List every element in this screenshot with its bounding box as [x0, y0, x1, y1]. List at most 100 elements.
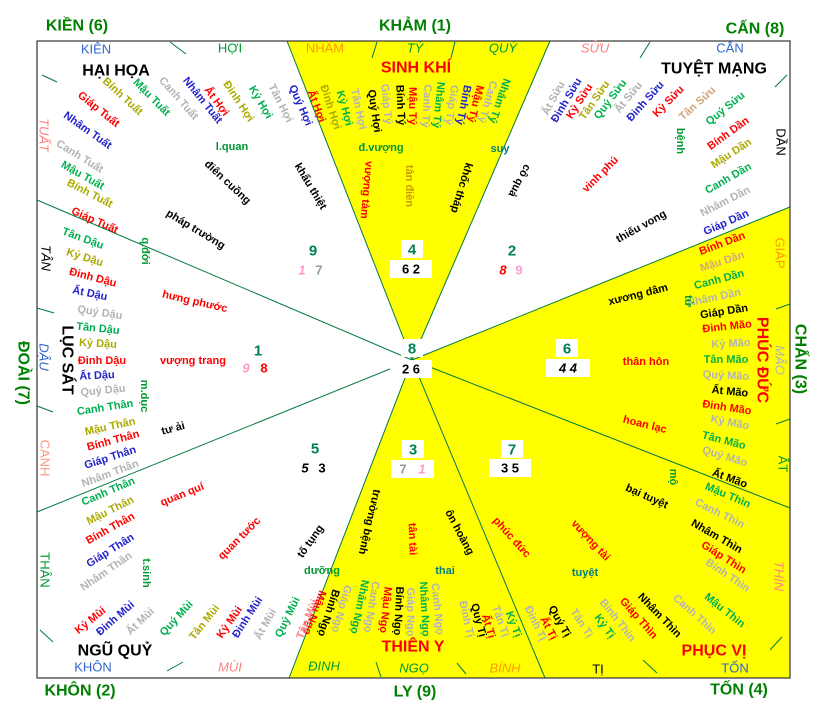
sector-number-big: 3 [409, 441, 417, 458]
ring-tick [775, 418, 791, 425]
star-label: vượng tàm [358, 161, 375, 220]
ring-tick [456, 662, 467, 675]
sector-number-small: 2 6 [402, 362, 420, 377]
sector-number-small: 9 [515, 263, 522, 278]
sector-boundary-line [36, 359, 413, 513]
ring-label: TỊ [592, 662, 604, 677]
yellow-sector-sinh-khi [287, 41, 550, 360]
chart-border [36, 40, 791, 679]
star-label: đ.vượng [358, 142, 403, 154]
star-label: m.dục [138, 380, 150, 412]
jiazi-label-ty-left: Mậu Tý [406, 87, 418, 126]
ring-label: HỢI [218, 41, 242, 56]
jiazi-label-ngo: Canh Ngọ [428, 583, 445, 636]
outer-trigram-label: LY (9) [394, 684, 437, 701]
sector-boundary-line [286, 40, 413, 361]
ring-label: TÂN [38, 245, 53, 272]
sector-number-small: 3 [318, 461, 325, 476]
ring-label: TÝ [407, 41, 425, 56]
ring-label: SỬU [581, 41, 610, 56]
ring-label: BÍNH [489, 661, 521, 676]
sector-number-small: 3 5 [501, 461, 519, 476]
ring-tick [639, 41, 651, 59]
jiazi-label-ngo: Nhâm Ngọ [417, 581, 432, 637]
ring-label: MÙI [218, 660, 242, 675]
ring-label: THÂN [37, 552, 52, 587]
ring-label: NGỌ [399, 661, 429, 676]
ring-label: THÌN [771, 561, 786, 592]
star-label: dưỡng [304, 565, 340, 577]
sector-number-big: 2 [508, 242, 516, 259]
star-label: tử [682, 295, 694, 307]
jiazi-label-ngo: Giáp Ngọ [404, 588, 416, 637]
number-backing-box [501, 440, 523, 458]
star-label: q.đới [139, 237, 151, 264]
jiazi-label-mao: Đinh Mão [702, 318, 753, 335]
star-label: tân tài [406, 523, 419, 556]
star-label: l.quan [216, 141, 249, 153]
number-backing-box [391, 460, 434, 478]
sector-title: TUYỆT MẠNG [661, 59, 767, 78]
sector-boundary-line [411, 40, 551, 361]
jiazi-label-dau: Kỷ Dậu [79, 337, 117, 351]
ring-label: ĐINH [308, 659, 340, 674]
ring-tick [371, 41, 378, 59]
ring-label: MÃO [772, 345, 787, 375]
ring-label: TUẤT [36, 118, 51, 153]
sector-title: NGŨ QUỶ [78, 640, 153, 660]
outer-trigram-label: ĐOÀI (7) [14, 341, 33, 405]
sector-title: PHÚC ĐỨC [753, 317, 772, 404]
star-label: vượng trang [160, 355, 226, 367]
jiazi-label-mao: Kỷ Mão [711, 337, 751, 351]
ring-label: QUÝ [489, 41, 519, 56]
sector-boundary-line [36, 199, 413, 361]
number-backing-box [556, 339, 578, 357]
ring-tick [375, 661, 382, 678]
ring-label: TỐN [721, 661, 748, 676]
ring-label: CẤN [716, 41, 743, 56]
sector-title: PHỤC VỊ [682, 643, 747, 660]
sector-title: THIÊN Y [382, 637, 445, 656]
yellow-sector-thien-y [289, 360, 545, 678]
ring-tick [36, 307, 55, 314]
sector-title: SINH KHÍ [381, 58, 452, 77]
sector-boundary-line [411, 359, 791, 509]
jiazi-label-dau: Tân Dậu [76, 321, 120, 337]
yellow-sector-phuc-vi [412, 360, 790, 678]
ring-tick [769, 636, 783, 651]
sector-number-small: 1 [418, 462, 425, 477]
star-label: tư ải [160, 420, 186, 438]
star-label: tân điền [403, 165, 415, 207]
ring-label: DẦN [773, 128, 788, 155]
sector-number-big: 6 [563, 340, 571, 357]
number-backing-box [402, 440, 424, 458]
star-label: thân hôn [623, 356, 670, 368]
jiazi-label-ty-left: Bính Tý [393, 85, 407, 127]
sector-boundary-line [411, 359, 546, 679]
outer-trigram-label: CẤN (8) [726, 19, 785, 38]
jiazi-label-dau: Quý Dậu [80, 383, 126, 399]
sector-number-small: 8 [260, 361, 267, 376]
ring-label: KIÊN [81, 42, 111, 57]
jiazi-label-mao: Ất Mão [711, 383, 749, 400]
sector-title: LỤC SÁT [58, 325, 77, 395]
number-backing-box [401, 339, 423, 357]
outer-trigram-label: KHÔN (2) [44, 681, 115, 700]
ring-label: NHÂM [306, 41, 344, 56]
ring-tick [450, 41, 456, 59]
ring-label: CANH [37, 440, 52, 477]
sector-number-small: 4 4 [558, 361, 578, 376]
number-backing-box [489, 459, 531, 477]
jiazi-label-mao: Quý Mão [702, 369, 749, 383]
sector-number-big: 8 [408, 340, 416, 357]
jiazi-label-ty-left: Nhâm Tý [430, 81, 447, 129]
jiazi-label-ngo: Bính Ngọ [391, 586, 406, 636]
number-backing-box [546, 359, 590, 377]
star-label: suy [491, 143, 511, 155]
sector-number-small: 8 [499, 263, 507, 278]
sector-boundary-line [411, 206, 791, 361]
sector-number-big: 4 [408, 241, 417, 258]
sector-number-big: 9 [309, 242, 317, 259]
